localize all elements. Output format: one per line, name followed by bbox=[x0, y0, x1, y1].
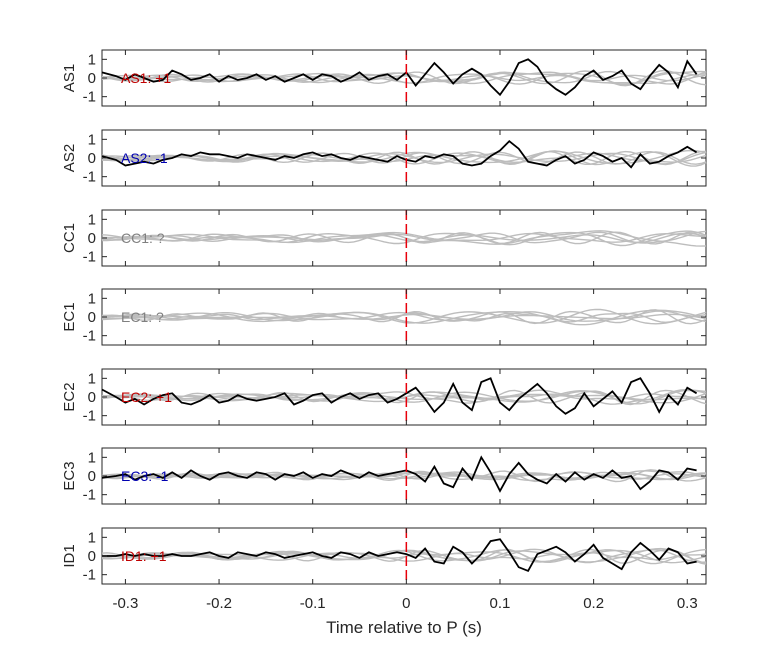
panel-label: ID1 bbox=[61, 544, 78, 567]
y-tick-label: -1 bbox=[83, 408, 96, 425]
gray-trace bbox=[101, 393, 707, 401]
panel-label: EC1 bbox=[61, 302, 78, 331]
x-tick-label: 0.3 bbox=[677, 595, 698, 612]
panel-as2: 1 0 -1 AS2 AS2: -1 bbox=[61, 129, 707, 187]
gray-trace bbox=[101, 309, 707, 326]
gray-trace bbox=[101, 72, 707, 84]
x-tick-label: -0.2 bbox=[206, 595, 232, 612]
y-tick-label: -1 bbox=[83, 567, 96, 584]
panel-cc1: 1 0 -1 CC1 CC1: ? bbox=[61, 209, 707, 267]
gray-trace bbox=[101, 150, 707, 166]
panel-as1: 1 0 -1 AS1 AS1: +1 bbox=[61, 49, 707, 107]
panel-annotation: AS1: +1 bbox=[121, 70, 171, 86]
y-tick-label: -1 bbox=[83, 249, 96, 266]
panel-label: AS2 bbox=[61, 144, 78, 172]
panel-annotation: AS2: -1 bbox=[121, 150, 168, 166]
x-axis-title: Time relative to P (s) bbox=[326, 618, 482, 637]
x-tick-label: 0.1 bbox=[490, 595, 511, 612]
main-trace bbox=[101, 455, 697, 493]
panels-group: 1 0 -1 AS1 AS1: +1 1 0 -1 AS2 AS2: -1 1 0 -1 CC1 CC1: … bbox=[61, 49, 707, 585]
panel-label: AS1 bbox=[61, 64, 78, 92]
y-tick-label: 1 bbox=[88, 290, 96, 307]
panel-label: EC2 bbox=[61, 382, 78, 411]
y-tick-label: 0 bbox=[88, 230, 96, 247]
y-tick-label: 0 bbox=[88, 548, 96, 565]
main-trace bbox=[101, 58, 698, 97]
panel-annotation: EC2: +1 bbox=[121, 389, 172, 405]
y-tick-label: 0 bbox=[88, 389, 96, 406]
panel-label: EC3 bbox=[61, 461, 78, 490]
gray-trace bbox=[101, 551, 707, 561]
panel-annotation: CC1: ? bbox=[121, 230, 165, 246]
panel-ec2: 1 0 -1 EC2 EC2: +1 bbox=[61, 368, 707, 426]
gray-trace bbox=[101, 151, 707, 165]
panel-ec1: 1 0 -1 EC1 EC1: ? bbox=[61, 288, 707, 346]
x-tick-label: -0.1 bbox=[300, 595, 326, 612]
y-tick-label: 1 bbox=[88, 449, 96, 466]
gray-trace bbox=[102, 230, 707, 244]
main-trace bbox=[101, 139, 698, 169]
main-trace bbox=[102, 538, 697, 573]
y-tick-label: 1 bbox=[88, 51, 96, 68]
main-trace bbox=[101, 377, 698, 415]
gray-trace bbox=[101, 151, 707, 165]
panel-annotation: EC1: ? bbox=[121, 309, 164, 325]
y-tick-label: 0 bbox=[88, 468, 96, 485]
x-tick-label: 0.2 bbox=[583, 595, 604, 612]
y-tick-label: 1 bbox=[88, 131, 96, 148]
panel-id1: 1 0 -1 ID1 ID1: +1 bbox=[61, 527, 707, 585]
panel-annotation: EC3: -1 bbox=[121, 468, 169, 484]
y-tick-label: -1 bbox=[83, 487, 96, 504]
y-tick-label: 0 bbox=[88, 70, 96, 87]
gray-trace bbox=[101, 230, 707, 247]
x-tick-label: -0.3 bbox=[112, 595, 138, 612]
panel-ec3: 1 0 -1 EC3 EC3: -1 bbox=[61, 447, 707, 505]
panel-label: CC1 bbox=[61, 223, 78, 253]
x-axis: -0.3 -0.2 -0.1 0 0.1 0.2 0.3 bbox=[112, 595, 697, 612]
y-tick-label: 1 bbox=[88, 211, 96, 228]
y-tick-label: 0 bbox=[88, 150, 96, 167]
y-tick-label: 1 bbox=[88, 529, 96, 546]
x-tick-label: 0 bbox=[402, 595, 410, 612]
y-tick-label: 1 bbox=[88, 370, 96, 387]
y-tick-label: -1 bbox=[83, 328, 96, 345]
y-tick-label: -1 bbox=[83, 169, 96, 186]
y-tick-label: 0 bbox=[88, 309, 96, 326]
panel-annotation: ID1: +1 bbox=[121, 548, 167, 564]
gray-trace bbox=[101, 312, 707, 324]
y-tick-label: -1 bbox=[83, 89, 96, 106]
